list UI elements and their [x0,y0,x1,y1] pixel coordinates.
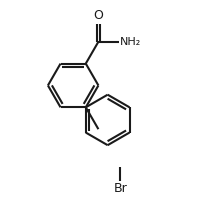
Text: NH₂: NH₂ [120,37,141,47]
Text: O: O [93,9,103,22]
Text: Br: Br [113,183,127,195]
